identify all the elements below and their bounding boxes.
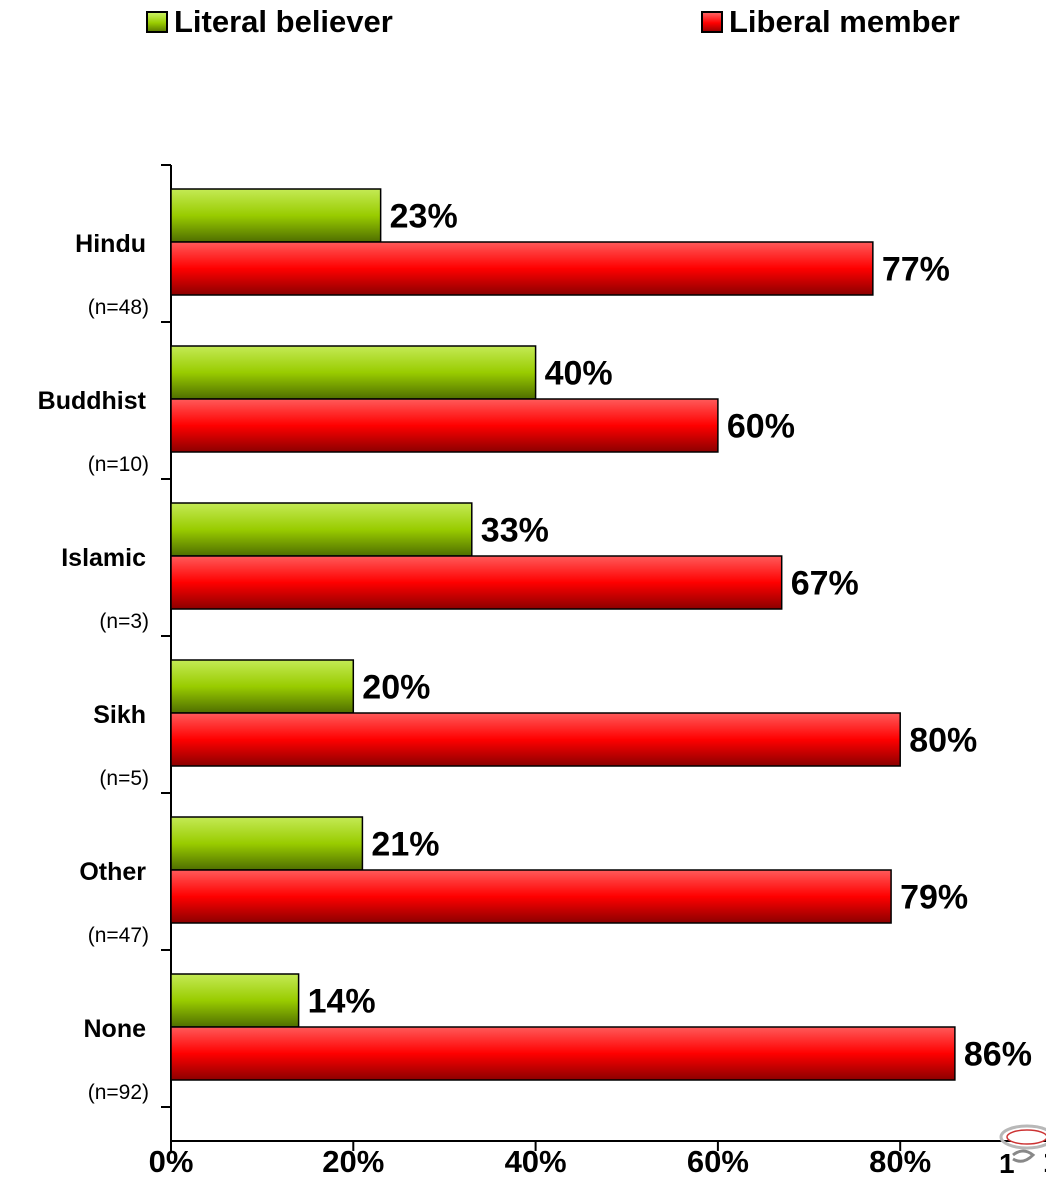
bar-liberal-member xyxy=(170,712,901,767)
logo-icon: 1 xyxy=(995,1115,1046,1185)
category-sample-size: (n=10) xyxy=(88,453,149,476)
x-tick-label: 40% xyxy=(505,1144,567,1177)
x-tick-label: 0% xyxy=(149,1144,194,1177)
bar-liberal-member xyxy=(170,398,719,453)
data-label: 23% xyxy=(390,198,458,236)
bars xyxy=(170,188,956,1081)
data-label: 79% xyxy=(900,879,968,917)
bar-liberal-member xyxy=(170,869,892,924)
bar-literal-believer xyxy=(170,973,300,1028)
category-label: Other xyxy=(79,858,146,886)
data-label: 80% xyxy=(909,722,977,760)
data-label: 14% xyxy=(308,983,376,1021)
legend-item-literal-believer: Literal believer xyxy=(146,4,393,40)
bar-liberal-member xyxy=(170,555,783,610)
data-label: 40% xyxy=(545,355,613,393)
data-label: 33% xyxy=(481,512,549,550)
x-tick-label: 80% xyxy=(869,1144,931,1177)
category-label: Buddhist xyxy=(38,387,147,415)
category-sample-size: (n=92) xyxy=(88,1081,149,1104)
svg-text:1: 1 xyxy=(999,1148,1015,1179)
category-sample-size: (n=48) xyxy=(88,296,149,319)
bar-liberal-member xyxy=(170,1026,956,1081)
x-tick-label: 100% xyxy=(1043,1144,1046,1177)
bar-literal-believer xyxy=(170,188,382,243)
data-label: 67% xyxy=(791,565,859,603)
bar-literal-believer xyxy=(170,816,364,871)
legend-item-liberal-member: Liberal member xyxy=(701,4,960,40)
x-tick-label: 20% xyxy=(322,1144,384,1177)
bar-literal-believer xyxy=(170,659,355,714)
category-label: Sikh xyxy=(93,701,146,729)
legend-label: Literal believer xyxy=(174,4,393,39)
category-sample-size: (n=47) xyxy=(88,924,149,947)
x-tick-label: 60% xyxy=(687,1144,749,1177)
category-label: Hindu xyxy=(75,230,146,258)
bar-liberal-member xyxy=(170,241,874,296)
bar-literal-believer xyxy=(170,345,537,400)
category-sample-size: (n=3) xyxy=(99,610,149,633)
data-label: 60% xyxy=(727,408,795,446)
data-label: 20% xyxy=(362,669,430,707)
legend-swatch-red xyxy=(701,11,723,33)
data-label: 21% xyxy=(371,826,439,864)
legend-label: Liberal member xyxy=(729,4,960,39)
category-sample-size: (n=5) xyxy=(99,767,149,790)
data-label: 77% xyxy=(882,251,950,289)
labels: 23% 77% Hindu (n=48) 40% 60% Buddhist (n=10) 33%… xyxy=(38,198,1032,1105)
category-label: Islamic xyxy=(61,544,146,572)
legend-swatch-green xyxy=(146,11,168,33)
bar-literal-believer xyxy=(170,502,473,557)
data-label: 86% xyxy=(964,1036,1032,1074)
category-label: None xyxy=(84,1015,147,1043)
